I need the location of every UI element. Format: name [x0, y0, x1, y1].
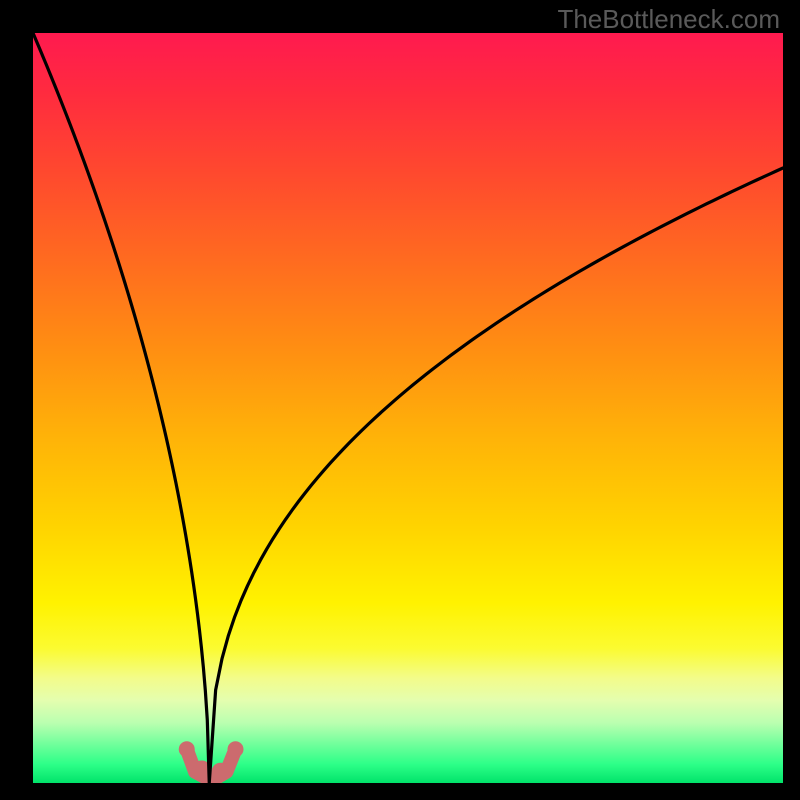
watermark-text: TheBottleneck.com	[557, 4, 780, 35]
plot-area	[33, 33, 783, 783]
valley-dot	[179, 741, 195, 757]
curve-layer	[33, 33, 783, 783]
bottleneck-curve	[33, 33, 783, 783]
valley-dot	[212, 763, 230, 781]
valley-dot	[228, 741, 244, 757]
